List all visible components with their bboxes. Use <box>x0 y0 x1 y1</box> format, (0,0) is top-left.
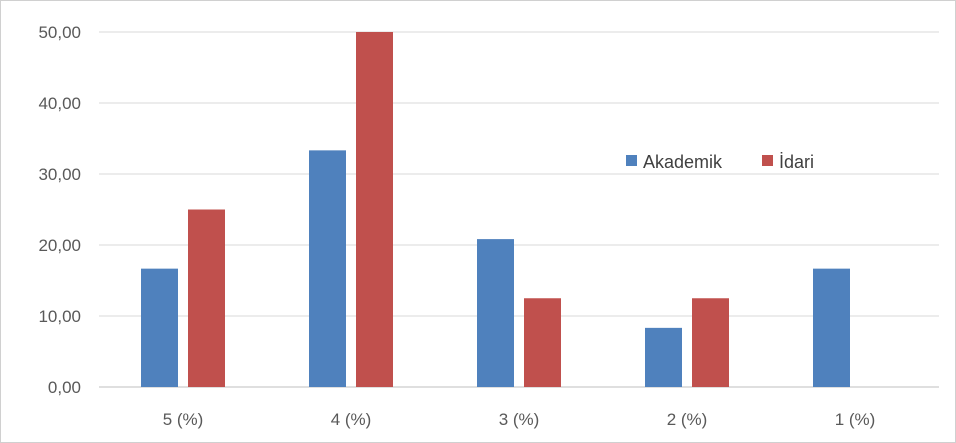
x-tick-label: 1 (%) <box>835 410 876 429</box>
x-tick-label: 4 (%) <box>331 410 372 429</box>
bar-akademik-2 <box>309 150 346 387</box>
bar-akademik-5 <box>813 268 850 387</box>
y-tick-label: 0,00 <box>48 378 81 397</box>
y-tick-label: 40,00 <box>38 94 81 113</box>
bar-idari-2 <box>356 32 393 387</box>
bar-akademik-4 <box>645 327 682 387</box>
y-tick-label: 30,00 <box>38 165 81 184</box>
bars <box>141 32 850 387</box>
bar-idari-3 <box>524 298 561 387</box>
bar-idari-1 <box>188 209 225 387</box>
y-tick-label: 50,00 <box>38 23 81 42</box>
x-tick-label: 5 (%) <box>163 410 204 429</box>
x-tick-label: 3 (%) <box>499 410 540 429</box>
y-tick-label: 20,00 <box>38 236 81 255</box>
legend-swatch-idari <box>762 155 773 166</box>
legend-label-akademik: Akademik <box>643 152 723 172</box>
bar-akademik-3 <box>477 239 514 387</box>
y-axis: 0,00 10,00 20,00 30,00 40,00 50,00 <box>38 23 81 397</box>
bar-idari-4 <box>692 298 729 387</box>
x-tick-label: 2 (%) <box>667 410 708 429</box>
legend-swatch-akademik <box>626 155 637 166</box>
gridlines <box>99 31 939 388</box>
legend-label-idari: İdari <box>779 152 814 172</box>
x-axis: 5 (%) 4 (%) 3 (%) 2 (%) 1 (%) <box>163 410 876 429</box>
y-tick-label: 10,00 <box>38 307 81 326</box>
bar-akademik-1 <box>141 268 178 387</box>
legend: Akademik İdari <box>626 152 814 172</box>
